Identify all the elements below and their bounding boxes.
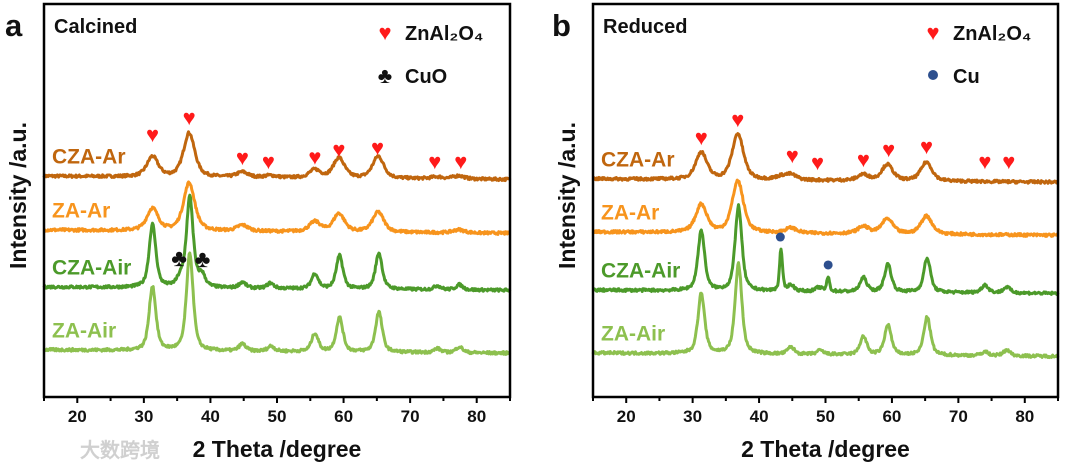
series-line-cza-ar — [592, 132, 1059, 185]
series-line-cza-air — [592, 203, 1060, 297]
x-tick-label: 50 — [268, 407, 287, 426]
y-axis-label: Intensity /a.u. — [5, 122, 31, 269]
series-line-za-air — [42, 251, 512, 356]
legend-club-icon: ♣ — [378, 63, 392, 88]
znal2o4-marker: ♥ — [262, 149, 275, 174]
cuo-marker: ♣ — [171, 245, 187, 272]
znal2o4-marker: ♥ — [695, 125, 708, 150]
x-axis-label: 2 Theta /degree — [741, 436, 910, 462]
znal2o4-marker: ♥ — [811, 150, 824, 175]
legend-label: ZnAl₂O₄ — [405, 23, 483, 45]
panel-b: CZA-Ar ZA-Ar CZA-Air ZA-Air ♥ ♥ ♥ ♥ ♥ ♥ ♥ ♥ ♥ 20 30 40 5… — [552, 2, 1060, 462]
legend-label: Cu — [953, 66, 980, 88]
series-label: CZA-Ar — [601, 148, 675, 171]
series-label: ZA-Air — [52, 319, 116, 342]
znal2o4-marker: ♥ — [332, 137, 345, 162]
series-label: ZA-Ar — [52, 199, 110, 222]
legend-heart-icon: ♥ — [926, 20, 939, 45]
panel-letter: b — [552, 8, 571, 43]
znal2o4-marker: ♥ — [428, 149, 441, 174]
znal2o4-marker: ♥ — [882, 137, 895, 162]
x-tick-label: 20 — [617, 407, 636, 426]
x-tick-label: 60 — [334, 407, 353, 426]
cu-marker — [823, 260, 833, 270]
panel-title: Reduced — [603, 16, 687, 38]
cuo-marker: ♣ — [195, 246, 211, 273]
znal2o4-marker: ♥ — [786, 143, 799, 168]
znal2o4-marker: ♥ — [731, 107, 744, 132]
series-label: CZA-Ar — [52, 146, 126, 169]
znal2o4-marker: ♥ — [308, 144, 321, 169]
znal2o4-marker: ♥ — [371, 135, 384, 160]
series-line-za-ar — [43, 180, 511, 236]
series-label: ZA-Ar — [601, 201, 659, 224]
panel-letter: a — [5, 8, 23, 43]
x-tick-label: 60 — [882, 407, 901, 426]
series-line-cza-ar — [42, 130, 512, 183]
legend-label: ZnAl₂O₄ — [953, 23, 1031, 45]
legend-cu-dot-icon — [928, 70, 938, 80]
x-tick-label: 40 — [750, 407, 769, 426]
watermark: 大数跨境 — [80, 438, 160, 462]
cu-marker — [775, 232, 785, 242]
znal2o4-marker: ♥ — [920, 134, 933, 159]
legend-heart-icon: ♥ — [378, 20, 391, 45]
x-tick-label: 70 — [401, 407, 420, 426]
x-tick-label: 30 — [683, 407, 702, 426]
x-axis-label: 2 Theta /degree — [193, 436, 362, 462]
znal2o4-marker: ♥ — [857, 147, 870, 172]
series-label: CZA-Air — [52, 256, 131, 279]
x-tick-label: 30 — [134, 407, 153, 426]
y-axis-label: Intensity /a.u. — [554, 122, 580, 269]
series-label: CZA-Air — [601, 260, 680, 283]
znal2o4-marker: ♥ — [146, 122, 159, 147]
znal2o4-marker: ♥ — [1002, 149, 1015, 174]
series-line-za-ar — [591, 178, 1060, 238]
legend-label: CuO — [405, 66, 447, 88]
x-tick-label: 70 — [949, 407, 968, 426]
x-tick-label: 50 — [816, 407, 835, 426]
series-label: ZA-Air — [601, 322, 665, 345]
znal2o4-marker: ♥ — [978, 149, 991, 174]
znal2o4-marker: ♥ — [454, 149, 467, 174]
x-tick-label: 80 — [1015, 407, 1034, 426]
znal2o4-marker: ♥ — [183, 105, 196, 130]
series-line-za-air — [591, 261, 1060, 359]
series-line-cza-air — [42, 193, 512, 293]
panel-a: CZA-Ar ZA-Ar CZA-Air ZA-Air ♥ ♥ ♥ ♥ ♥ ♥ ♥ ♥ ♥ ♣ ♣ 20 30 4… — [5, 2, 512, 462]
x-tick-label: 20 — [68, 407, 87, 426]
x-tick-label: 80 — [467, 407, 486, 426]
panel-title: Calcined — [54, 16, 137, 38]
znal2o4-marker: ♥ — [236, 145, 249, 170]
x-tick-label: 40 — [201, 407, 220, 426]
